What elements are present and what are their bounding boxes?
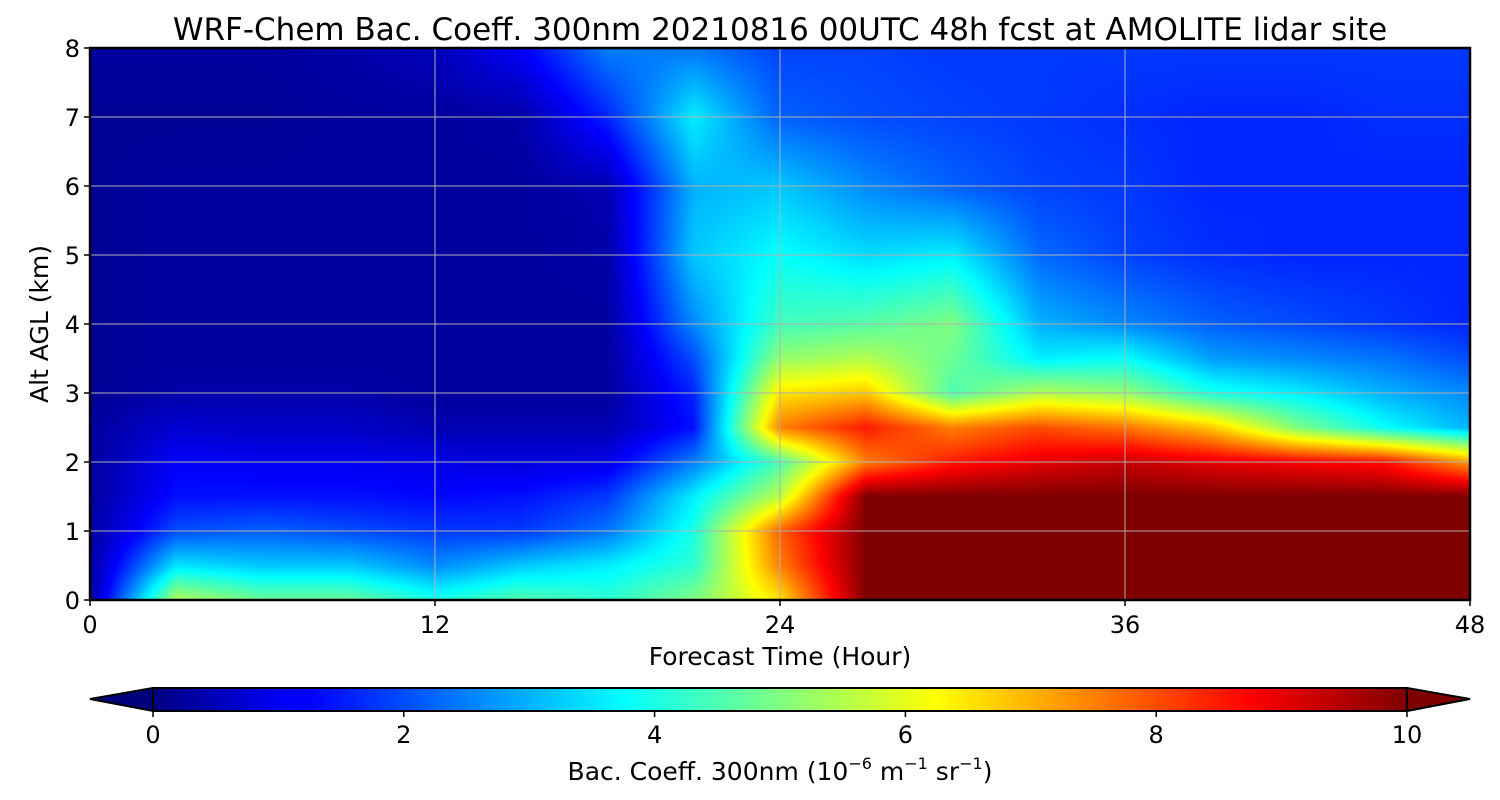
- colorbar-tick-label: 10: [1392, 721, 1423, 749]
- colorbar-label-mid: m: [872, 757, 904, 786]
- y-tick-label: 5: [65, 242, 80, 270]
- colorbar-extend-low: [89, 686, 154, 713]
- x-axis-label: Forecast Time (Hour): [649, 642, 912, 671]
- y-axis-label: Alt AGL (km): [25, 245, 54, 403]
- colorbar-extend-high: [1406, 686, 1471, 713]
- colorbar-tick-label: 0: [145, 721, 160, 749]
- y-tick-label: 4: [65, 311, 80, 339]
- y-tick-label: 6: [65, 173, 80, 201]
- colorbar-tick-label: 2: [396, 721, 411, 749]
- y-tick-label: 8: [65, 35, 80, 63]
- colorbar-label-exp3: −1: [959, 754, 983, 773]
- colorbar-bar: [152, 687, 1408, 712]
- colorbar-label-main: Bac. Coeff. 300nm (10: [568, 757, 849, 786]
- x-axis: 0 12 24 36 48: [82, 600, 1485, 639]
- chart-title: WRF-Chem Bac. Coeff. 300nm 20210816 00UT…: [173, 12, 1387, 48]
- colorbar: 0 2 4 6 8 10 Bac. Coeff. 300nm (10−6 m−1 sr−1…: [89, 686, 1471, 786]
- colorbar-label: Bac. Coeff. 300nm (10−6 m−1 sr−1): [568, 754, 993, 786]
- x-tick-label: 12: [420, 611, 451, 639]
- x-tick-label: 24: [765, 611, 796, 639]
- y-axis: 0 1 2 3 4 5 6 7 8: [65, 35, 90, 615]
- y-tick-label: 0: [65, 587, 80, 615]
- colorbar-label-exp1: −6: [848, 754, 872, 773]
- y-tick-label: 3: [65, 380, 80, 408]
- colorbar-label-exp2: −1: [904, 754, 928, 773]
- y-tick-label: 7: [65, 104, 80, 132]
- colorbar-ticks: 0 2 4 6 8 10: [145, 711, 1422, 749]
- x-tick-label: 0: [82, 611, 97, 639]
- y-tick-label: 1: [65, 518, 80, 546]
- colorbar-label-mid2: sr: [928, 757, 960, 786]
- x-tick-label: 48: [1455, 611, 1486, 639]
- x-tick-label: 36: [1110, 611, 1141, 639]
- colorbar-tick-label: 8: [1149, 721, 1164, 749]
- y-tick-label: 2: [65, 449, 80, 477]
- colorbar-label-end: ): [983, 757, 993, 786]
- colorbar-tick-label: 4: [647, 721, 662, 749]
- colorbar-tick-label: 6: [898, 721, 913, 749]
